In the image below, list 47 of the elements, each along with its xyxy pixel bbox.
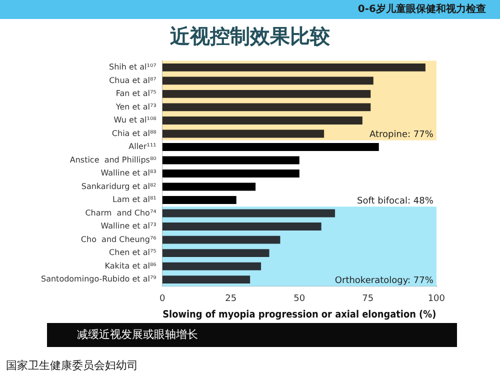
bar [162, 63, 426, 72]
y-tick-label: Lam et al⁸¹ [112, 195, 156, 204]
band-label: Atropine: 77% [370, 130, 434, 140]
bar [162, 209, 336, 218]
bar [162, 156, 300, 164]
bar [162, 130, 324, 138]
y-tick-label: Walline et al⁸³ [100, 168, 156, 178]
y-tick-label: Aller¹¹¹ [128, 142, 156, 152]
x-tick-label: 0 [160, 294, 166, 304]
bar [162, 143, 379, 151]
y-tick-label: Yen et al⁷³ [114, 102, 156, 112]
y-tick-label: Kakita et al⁸⁶ [104, 261, 156, 270]
bar [162, 262, 262, 270]
bar [162, 170, 300, 178]
y-tick-label: Chua et al⁸⁷ [109, 76, 156, 85]
text: 国家卫生健康委员会妇幼司 [6, 358, 138, 373]
y-tick-label: Chen et al⁷⁵ [109, 248, 156, 258]
y-tick-label: Shih et al¹⁰⁷ [109, 62, 156, 72]
bar [162, 76, 374, 85]
bar [162, 116, 362, 124]
x-axis-title: Slowing of myopia progression or axial elongation (%) [162, 309, 436, 321]
y-tick-label: Anstice and Phillips⁸⁰ [70, 155, 156, 164]
bar [162, 196, 236, 204]
y-tick-label: Sankaridurg et al⁸² [81, 182, 156, 191]
bar [162, 236, 280, 244]
bar [162, 276, 250, 284]
y-tick-label: Cho and Cheung⁷⁶ [80, 234, 156, 244]
bar [162, 103, 371, 112]
chart-title: 近视控制效果比较 [169, 23, 331, 50]
x-tick-label: 25 [225, 294, 237, 304]
x-tick-label: 75 [362, 294, 374, 304]
band-label: Soft bifocal: 48% [357, 196, 434, 206]
text: 0-6岁儿童眼保健和视力检查 [0, 0, 500, 19]
x-tick-label: 100 [428, 294, 446, 304]
text: 减缓近视发展或眼轴增长 [47, 323, 457, 347]
bar [162, 182, 256, 191]
y-tick-label: Santodomingo-Rubido et al⁷⁹ [41, 274, 156, 284]
y-tick-label: Wu et al¹⁰⁸ [114, 116, 156, 125]
x-tick-label: 50 [294, 294, 306, 304]
y-tick-label: Fan et al⁷⁵ [116, 89, 156, 98]
band-label: Orthokeratology: 77% [334, 276, 434, 286]
y-tick-label: Walline et al⁷³ [100, 222, 156, 231]
y-tick-label: Chia et al⁸⁸ [112, 128, 156, 138]
y-tick-label: Charm and Cho⁷⁴ [85, 208, 156, 218]
bar [162, 222, 322, 231]
bar [162, 90, 371, 98]
bar [162, 249, 270, 258]
